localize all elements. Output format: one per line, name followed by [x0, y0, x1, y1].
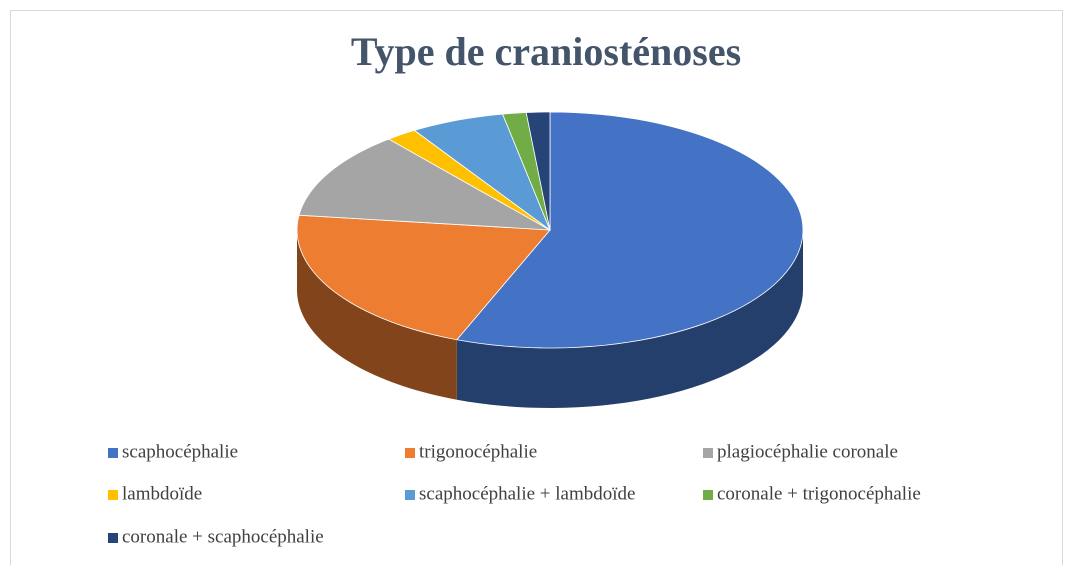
pie-slice — [456, 111, 804, 349]
legend-label: coronale + trigonocéphalie — [717, 483, 921, 504]
pie-slice — [413, 113, 551, 232]
chart-title: Type de craniosténoses — [351, 29, 741, 74]
legend-label: scaphocéphalie — [122, 441, 238, 462]
legend-label: scaphocéphalie + lambdoïde — [419, 483, 635, 504]
pie-side — [456, 230, 803, 408]
legend-label: plagiocéphalie coronale — [717, 441, 898, 462]
pie-slice — [298, 138, 551, 231]
legend-swatch — [108, 448, 118, 458]
pie-side — [297, 230, 457, 400]
legend-label: trigonocéphalie — [419, 441, 537, 462]
legend-swatch — [405, 490, 415, 500]
legend-swatch — [703, 490, 713, 500]
legend-swatch — [405, 448, 415, 458]
legend-label: coronale + scaphocéphalie — [122, 526, 324, 547]
pie-slice — [296, 214, 551, 341]
legend-swatch — [703, 448, 713, 458]
legend-swatch — [108, 490, 118, 500]
legend-label: lambdoïde — [122, 483, 202, 504]
pie-slice — [525, 111, 551, 231]
legend-swatch — [108, 533, 118, 543]
pie-sides — [297, 230, 803, 408]
